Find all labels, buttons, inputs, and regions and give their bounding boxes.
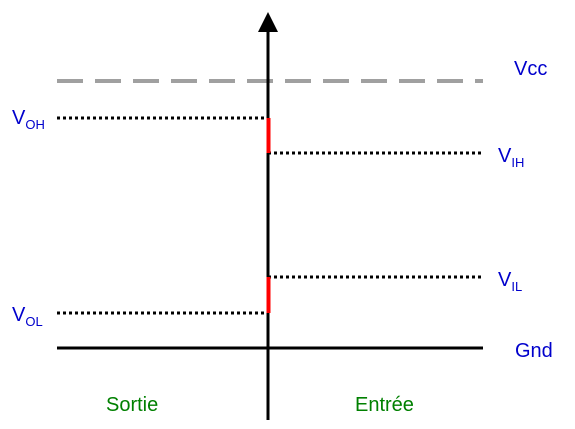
gnd-label: Gnd (515, 340, 553, 362)
vih-label-main: V (498, 145, 512, 167)
input-label: Entrée (355, 394, 414, 416)
vil-label-sub: IL (511, 279, 523, 294)
voh-label: VOH (12, 107, 45, 132)
vil-label: VIL (498, 269, 523, 294)
vih-label: VIH (498, 145, 525, 170)
vol-label: VOL (12, 304, 43, 329)
vil-label-main: V (498, 269, 512, 291)
vcc-label: Vcc (514, 58, 548, 80)
voh-label-sub: OH (25, 117, 45, 132)
vol-label-sub: OL (25, 314, 43, 329)
output-label: Sortie (106, 394, 159, 416)
voh-label-main: V (12, 107, 26, 129)
vol-label-main: V (12, 304, 26, 326)
axis-arrow-head (258, 12, 278, 32)
vih-label-sub: IH (511, 155, 525, 170)
